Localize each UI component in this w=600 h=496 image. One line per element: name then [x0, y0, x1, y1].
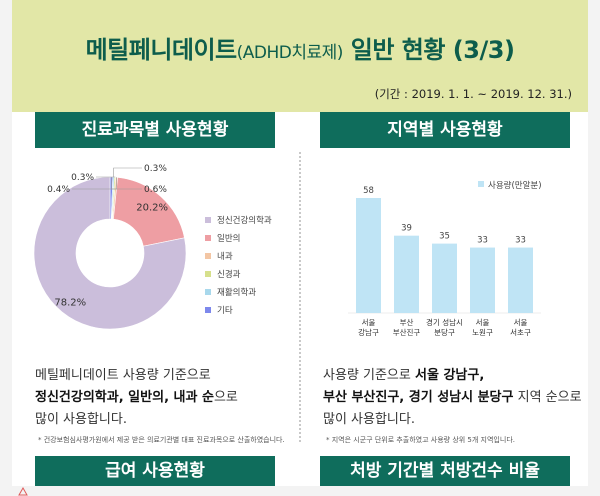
bar-2 — [432, 243, 457, 313]
legend-swatch-3 — [205, 271, 211, 277]
legend-swatch-4 — [205, 289, 211, 295]
bar-category-3: 노원구 — [472, 328, 493, 337]
legend-label-0: 정신건강의학과 — [217, 215, 272, 226]
bar-category-1: 부산 — [400, 317, 414, 327]
legend-swatch-1 — [205, 235, 211, 241]
bar-4 — [508, 247, 533, 313]
donut-leader-4 — [113, 167, 142, 178]
header-banner: 메틸페니데이트(ADHD치료제) 일반 현황 (3/3) (기간 : 2019.… — [12, 0, 588, 112]
section-title-department: 진료과목별 사용현황 — [35, 112, 275, 148]
region-footnote: * 지역은 시군구 단위로 추출하였고 사용량 상위 5개 지역입니다. — [326, 436, 515, 444]
page-title: 메틸페니데이트(ADHD치료제) 일반 현황 (3/3) — [85, 36, 515, 64]
bar-category-0: 서울 — [362, 318, 376, 327]
donut-slice-1 — [113, 177, 185, 247]
department-donut-chart: 78.2%20.2%0.4%0.3%0.3%0.6%정신건강의학과일반의내과신경… — [33, 164, 272, 330]
legend-swatch-0 — [205, 217, 211, 223]
section-title-region: 지역별 사용현황 — [320, 112, 570, 148]
legend-label-4: 재활의학과 — [217, 287, 256, 298]
bar-category-2: 경기 성남시 — [426, 317, 463, 327]
donut-label-2: 0.4% — [47, 185, 70, 195]
bar-value-1: 39 — [401, 224, 412, 234]
department-summary: 메틸페니데이트 사용량 기준으로 정신건강의학과, 일반의, 내과 순으로 많이… — [35, 368, 238, 427]
bar-value-0: 58 — [363, 186, 374, 196]
bar-category-0: 강남구 — [358, 327, 379, 337]
legend-swatch-5 — [205, 307, 211, 313]
bar-category-2: 분당구 — [434, 327, 455, 337]
bar-category-4: 서초구 — [510, 328, 531, 337]
bar-3 — [470, 247, 495, 313]
bottom-scroll-strip — [0, 486, 600, 496]
bar-value-3: 33 — [477, 236, 488, 246]
legend-label-5: 기타 — [217, 306, 233, 316]
donut-label-0: 78.2% — [54, 298, 86, 309]
department-footnote: * 건강보험심사평가원에서 제공 받은 의료기관별 대표 진료과목으로 산출하였… — [38, 436, 285, 444]
bar-category-4: 서울 — [514, 318, 528, 327]
column-divider — [299, 152, 301, 442]
bar-0 — [356, 198, 381, 313]
cursor-icon — [18, 487, 28, 496]
bar-value-2: 35 — [439, 232, 450, 242]
period-label: (기간 : 2019. 1. 1. ~ 2019. 12. 31.) — [374, 87, 572, 101]
donut-label-5: 0.6% — [144, 185, 167, 195]
legend-swatch-2 — [205, 253, 211, 259]
donut-label-1: 20.2% — [136, 202, 168, 213]
legend-label-1: 일반의 — [217, 233, 240, 244]
bar-legend-label: 사용량(만알분) — [488, 180, 542, 191]
bar-category-3: 서울 — [476, 318, 490, 327]
bar-category-1: 부산진구 — [393, 327, 421, 337]
donut-label-4: 0.3% — [144, 164, 167, 174]
section-title-benefit: 급여 사용현황 — [35, 456, 275, 486]
bar-value-4: 33 — [515, 236, 526, 246]
donut-label-3: 0.3% — [71, 173, 94, 183]
section-title-prescription-period: 처방 기간별 처방건수 비율 — [320, 456, 570, 486]
legend-label-2: 내과 — [217, 252, 233, 262]
bar-1 — [394, 235, 419, 313]
region-summary: 사용량 기준으로 서울 강남구, 부산 부산진구, 경기 성남시 분당구 지역 … — [323, 368, 582, 427]
donut-leader-5 — [111, 177, 142, 190]
bar-legend-swatch — [478, 181, 484, 187]
donut-slice-0 — [33, 176, 187, 330]
legend-label-3: 신경과 — [217, 269, 241, 280]
